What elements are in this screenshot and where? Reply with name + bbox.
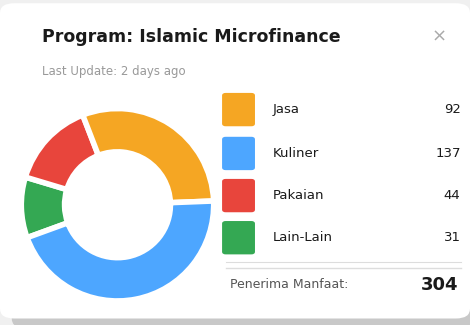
FancyBboxPatch shape: [0, 3, 470, 318]
FancyBboxPatch shape: [12, 13, 470, 325]
Wedge shape: [27, 201, 214, 301]
Wedge shape: [83, 109, 214, 203]
FancyBboxPatch shape: [222, 137, 255, 170]
Text: Kuliner: Kuliner: [273, 147, 319, 160]
Text: Last Update: 2 days ago: Last Update: 2 days ago: [42, 65, 186, 78]
Text: Penerima Manfaat:: Penerima Manfaat:: [230, 278, 349, 291]
Text: 44: 44: [444, 189, 461, 202]
FancyBboxPatch shape: [222, 179, 255, 212]
FancyBboxPatch shape: [222, 221, 255, 254]
Text: 137: 137: [435, 147, 461, 160]
Text: 304: 304: [421, 276, 458, 293]
Wedge shape: [25, 115, 98, 189]
FancyBboxPatch shape: [222, 93, 255, 126]
Text: Lain-Lain: Lain-Lain: [273, 231, 333, 244]
Wedge shape: [21, 177, 68, 238]
Text: Program: Islamic Microfinance: Program: Islamic Microfinance: [42, 28, 341, 46]
Text: ×: ×: [432, 28, 447, 46]
Text: 92: 92: [444, 103, 461, 116]
Text: Jasa: Jasa: [273, 103, 299, 116]
Text: Pakaian: Pakaian: [273, 189, 324, 202]
Text: 31: 31: [444, 231, 461, 244]
